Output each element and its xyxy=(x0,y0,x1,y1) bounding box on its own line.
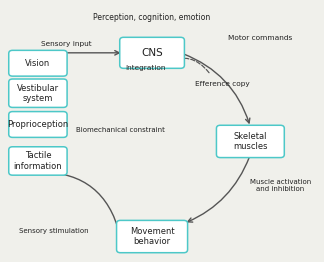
FancyBboxPatch shape xyxy=(120,37,184,68)
Text: Vision: Vision xyxy=(25,59,51,68)
Text: Movement
behavior: Movement behavior xyxy=(130,227,174,246)
FancyArrowPatch shape xyxy=(183,54,250,123)
FancyBboxPatch shape xyxy=(117,220,188,253)
Text: Efference copy: Efference copy xyxy=(195,81,249,87)
Text: Tactile
information: Tactile information xyxy=(14,151,62,171)
FancyArrowPatch shape xyxy=(167,58,209,73)
FancyArrowPatch shape xyxy=(42,170,120,234)
Text: Proprioception: Proprioception xyxy=(7,120,69,129)
Text: Muscle activation
and inhibition: Muscle activation and inhibition xyxy=(250,179,311,192)
Text: Biomechanical constraint: Biomechanical constraint xyxy=(76,127,165,133)
FancyBboxPatch shape xyxy=(9,50,67,76)
FancyArrowPatch shape xyxy=(66,51,119,55)
FancyBboxPatch shape xyxy=(9,112,67,137)
Text: Perception, cognition, emotion: Perception, cognition, emotion xyxy=(93,13,211,22)
Text: Motor commands: Motor commands xyxy=(228,35,292,41)
FancyBboxPatch shape xyxy=(216,125,284,157)
Text: Skeletal
muscles: Skeletal muscles xyxy=(233,132,268,151)
Text: Vestibular
system: Vestibular system xyxy=(17,84,59,103)
Text: CNS: CNS xyxy=(141,48,163,58)
FancyArrowPatch shape xyxy=(188,157,249,222)
FancyBboxPatch shape xyxy=(9,147,67,175)
Text: Sensory input: Sensory input xyxy=(41,41,92,47)
FancyBboxPatch shape xyxy=(9,79,67,107)
Text: Integration: Integration xyxy=(125,65,166,71)
Text: Sensory stimulation: Sensory stimulation xyxy=(19,228,88,234)
